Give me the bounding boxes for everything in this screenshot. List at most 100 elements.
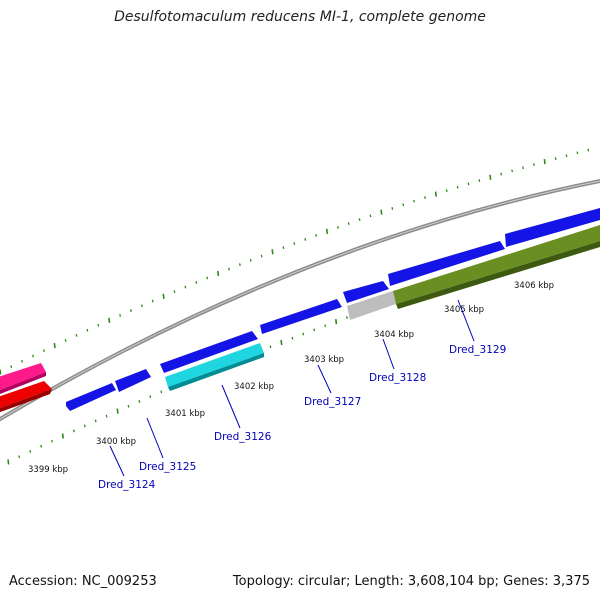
major-tick bbox=[0, 369, 2, 375]
kbp-label: 3402 kbp bbox=[234, 382, 274, 392]
gene-label-leader bbox=[382, 338, 395, 370]
genome-backbone-highlight bbox=[0, 180, 600, 420]
major-tick bbox=[335, 319, 338, 325]
genome-backbone bbox=[0, 178, 600, 422]
cds-forward-7[interactable] bbox=[505, 208, 600, 247]
cds-forward-3[interactable] bbox=[160, 331, 258, 373]
minor-tick bbox=[304, 238, 307, 241]
cds-forward-1[interactable] bbox=[66, 383, 116, 411]
major-tick bbox=[434, 191, 437, 197]
minor-tick bbox=[313, 328, 316, 332]
gene-label-leader bbox=[457, 299, 475, 342]
minor-tick bbox=[94, 419, 97, 423]
minor-tick bbox=[324, 324, 327, 328]
cds-reverse-cyan-edge bbox=[168, 353, 264, 391]
minor-tick bbox=[511, 169, 514, 173]
minor-tick bbox=[249, 258, 252, 262]
gene-label[interactable]: Dred_3128 bbox=[369, 372, 426, 384]
rna-feature-pink[interactable] bbox=[0, 363, 46, 392]
cds-forward-4[interactable] bbox=[260, 299, 342, 334]
minor-tick bbox=[140, 304, 143, 308]
kbp-label: 3403 kbp bbox=[304, 355, 344, 365]
kbp-label: 3405 kbp bbox=[444, 305, 484, 315]
minor-tick bbox=[302, 332, 305, 336]
minor-tick bbox=[40, 444, 43, 448]
minor-tick bbox=[195, 281, 198, 284]
minor-tick bbox=[138, 400, 141, 403]
major-tick bbox=[116, 408, 119, 414]
minor-tick bbox=[315, 233, 318, 237]
major-tick bbox=[162, 293, 165, 299]
major-tick bbox=[280, 339, 283, 346]
minor-tick bbox=[532, 163, 535, 167]
cds-reverse-olive[interactable] bbox=[393, 225, 600, 304]
minor-tick bbox=[291, 336, 294, 340]
kbp-label: 3401 kbp bbox=[165, 409, 205, 419]
minor-tick bbox=[576, 151, 579, 155]
major-tick bbox=[489, 174, 492, 180]
minor-tick bbox=[424, 196, 426, 200]
minor-tick bbox=[478, 179, 481, 182]
minor-tick bbox=[119, 314, 122, 317]
minor-tick bbox=[184, 285, 187, 289]
minor-tick bbox=[64, 339, 67, 342]
minor-tick bbox=[160, 390, 163, 394]
major-tick bbox=[61, 433, 64, 439]
minor-tick bbox=[18, 455, 21, 459]
minor-tick bbox=[127, 404, 130, 408]
cds-forward-6[interactable] bbox=[388, 241, 505, 286]
minor-tick bbox=[72, 429, 75, 433]
cds-reverse-grey[interactable] bbox=[347, 291, 396, 320]
kbp-label: 3404 kbp bbox=[374, 330, 414, 340]
minor-tick bbox=[369, 214, 372, 218]
rna-feature-red[interactable] bbox=[0, 381, 52, 410]
minor-tick bbox=[86, 328, 89, 332]
kbp-label: 3400 kbp bbox=[96, 437, 136, 447]
minor-tick bbox=[293, 242, 296, 245]
gene-label[interactable]: Dred_3129 bbox=[449, 344, 506, 356]
minor-tick bbox=[413, 199, 416, 203]
minor-tick bbox=[173, 290, 176, 294]
cds-forward-5[interactable] bbox=[343, 281, 389, 303]
minor-tick bbox=[554, 157, 557, 161]
minor-tick bbox=[32, 354, 34, 358]
major-tick bbox=[543, 159, 546, 165]
minor-tick bbox=[565, 154, 568, 158]
minor-tick bbox=[42, 349, 45, 353]
minor-tick bbox=[51, 439, 53, 443]
major-tick bbox=[217, 270, 220, 277]
major-tick bbox=[53, 343, 56, 349]
major-tick bbox=[271, 249, 274, 255]
outer-tick-row bbox=[0, 148, 590, 375]
map-title: Desulfotomaculum reducens MI-1, complete… bbox=[114, 9, 486, 25]
gene-label[interactable]: Dred_3125 bbox=[139, 461, 196, 473]
major-tick bbox=[7, 459, 10, 465]
gene-label-leader bbox=[221, 384, 241, 429]
minor-tick bbox=[75, 333, 78, 337]
minor-tick bbox=[467, 182, 470, 186]
minor-tick bbox=[456, 185, 459, 189]
minor-tick bbox=[29, 450, 32, 453]
minor-tick bbox=[238, 263, 241, 267]
gene-label[interactable]: Dred_3124 bbox=[98, 479, 156, 491]
gene-label[interactable]: Dred_3126 bbox=[214, 431, 272, 443]
minor-tick bbox=[391, 207, 394, 210]
minor-tick bbox=[228, 267, 230, 271]
gene-label[interactable]: Dred_3127 bbox=[304, 396, 361, 408]
gene-label-leader bbox=[146, 417, 164, 459]
minor-tick bbox=[500, 172, 503, 176]
minor-tick bbox=[347, 222, 350, 225]
minor-tick bbox=[260, 254, 263, 258]
accession-text: Accession: NC_009253 bbox=[9, 574, 157, 589]
cds-forward-2[interactable] bbox=[115, 369, 151, 392]
major-tick bbox=[380, 209, 383, 215]
cds-reverse-cyan[interactable] bbox=[165, 343, 264, 387]
minor-tick bbox=[151, 299, 154, 303]
minor-tick bbox=[10, 365, 13, 369]
minor-tick bbox=[346, 316, 348, 319]
minor-tick bbox=[358, 218, 361, 222]
minor-tick bbox=[587, 148, 590, 152]
minor-tick bbox=[269, 345, 272, 349]
gene-label-leader bbox=[109, 445, 125, 477]
